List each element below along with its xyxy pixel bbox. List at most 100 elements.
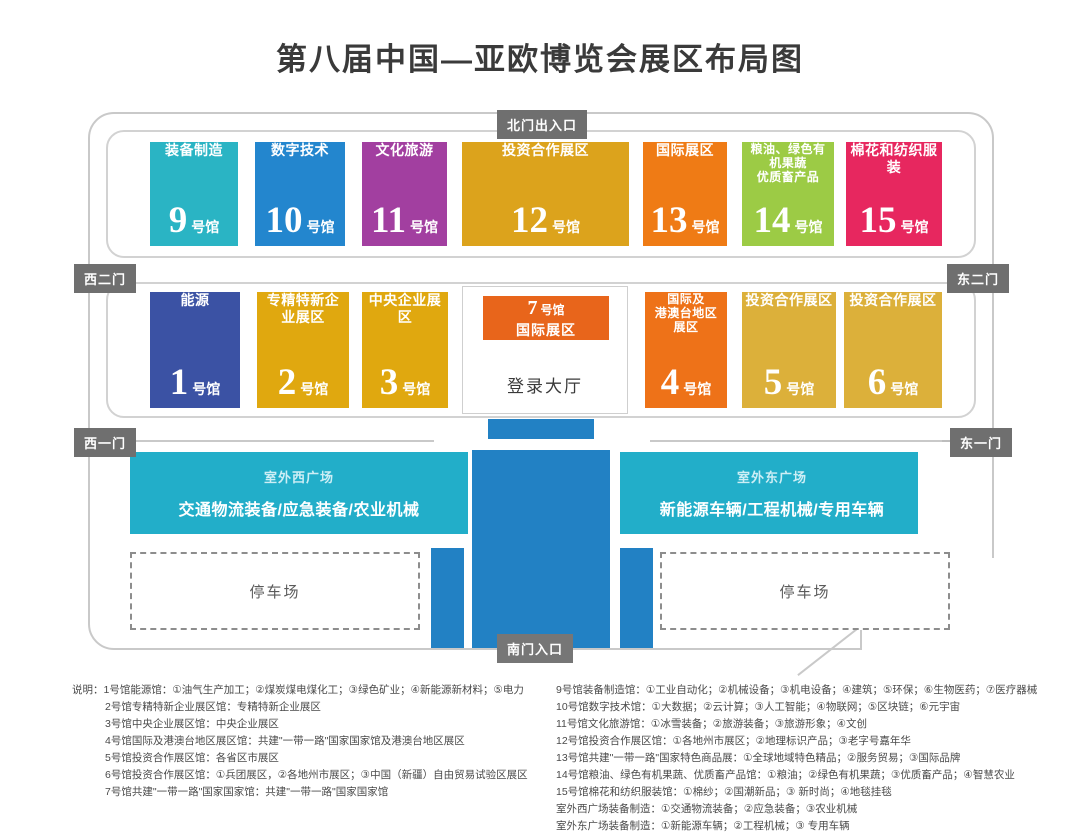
south-strip-west [431,548,464,648]
plaza-west-categories: 交通物流装备/应急装备/农业机械 [178,501,420,519]
hall-1[interactable]: 能源 1 号馆 [150,292,240,408]
venue-divider-east [650,440,994,442]
hall-6-name-wrap: 投资合作展区 [844,292,942,365]
hall-10-unit: 号馆 [306,218,335,235]
hall-5-name: 投资合作展区 [745,292,833,308]
hall-1-name: 能源 [180,292,210,308]
legend-right-line-1: 9号馆装备制造馆：①工业自动化；②机械设备；③机电设备；④建筑；⑤环保；⑥生物医… [556,684,1038,696]
hall-1-name-wrap: 能源 [150,292,240,365]
hall-3[interactable]: 中央企业展区 3 号馆 [362,292,448,408]
south-central-hall [472,450,610,648]
hall-10[interactable]: 数字技术 10 号馆 [255,142,345,246]
legend-left-line-7: 7号馆共建"一带一路"国家国家馆：共建"一带一路"国家国家馆 [105,786,389,798]
hall-3-name-wrap: 中央企业展区 [362,292,448,365]
hall-4-name: 国际及 港澳台地区 展区 [654,292,718,335]
hall-7-number: 7 [527,296,538,319]
registration-lobby-block: 7 号馆 国际展区 登录大厅 [462,286,628,414]
hall-1-unit: 号馆 [192,380,221,397]
parking-lot-west: 停车场 [130,552,420,630]
hall-12-name-wrap: 投资合作展区 [462,142,629,203]
hall-1-number: 1 [169,361,189,403]
hall-14-number-line: 14 号馆 [753,199,823,241]
venue-divider-west [90,440,434,442]
hall-2-unit: 号馆 [300,380,329,397]
hall-9-name: 装备制造 [165,142,223,158]
hall-5-number-line: 5 号馆 [763,361,815,403]
hall-10-name: 数字技术 [271,142,329,158]
hall-6[interactable]: 投资合作展区 6 号馆 [844,292,942,408]
outdoor-plaza-west[interactable]: 室外西广场 交通物流装备/应急装备/农业机械 [130,452,468,534]
hall-2-number: 2 [277,361,297,403]
plaza-east-categories: 新能源车辆/工程机械/专用车辆 [659,501,885,519]
hall-13-number: 13 [650,199,688,241]
outdoor-plaza-east[interactable]: 室外东广场 新能源车辆/工程机械/专用车辆 [626,452,918,534]
hall-7-name: 国际展区 [516,321,576,338]
hall-4-unit: 号馆 [683,380,712,397]
legend-left-line-4: 4号馆国际及港澳台地区展区馆：共建"一带一路"国家国家馆及港澳台地区展区 [105,735,465,747]
hall-6-unit: 号馆 [890,380,919,397]
hall-10-number-line: 10 号馆 [266,202,335,239]
hall-6-name: 投资合作展区 [849,292,937,308]
hall-3-unit: 号馆 [402,380,431,397]
hall-14[interactable]: 粮油、绿色有机果蔬 优质畜产品 14 号馆 [742,142,834,246]
hall-1-number-line: 1 号馆 [169,361,221,403]
hall-14-unit: 号馆 [794,218,823,235]
hall-3-number: 3 [379,361,399,403]
hall-6-number: 6 [867,361,887,403]
gate-west-1[interactable]: 西一门 [74,428,137,457]
hall-10-name-wrap: 数字技术 [255,142,345,203]
hall-13[interactable]: 国际展区 13 号馆 [643,142,727,246]
hall-7-unit: 号馆 [540,302,565,317]
hall-7[interactable]: 7 号馆 国际展区 [483,296,609,340]
legend-right-line-9: 室外东广场装备制造：①新能源车辆；②工程机械；③ 专用车辆 [556,820,850,832]
hall-14-number: 14 [753,199,791,241]
hall-13-number-line: 13 号馆 [650,199,720,241]
hall-9[interactable]: 装备制造 9 号馆 [150,142,238,246]
gate-west-2[interactable]: 西二门 [74,264,137,293]
legend-right: 9号馆装备制造馆：①工业自动化；②机械设备；③机电设备；④建筑；⑤环保；⑥生物医… [556,682,1037,835]
hall-11[interactable]: 文化旅游 11 号馆 [362,142,447,246]
hall-2[interactable]: 专精特新企业展区 2 号馆 [257,292,349,408]
hall-9-unit: 号馆 [191,218,220,235]
legend-right-line-7: 15号馆棉花和纺织服装馆：①棉纱；②国潮新品；③ 新时尚；④地毯挂毯 [556,786,892,798]
gate-east-2[interactable]: 东二门 [947,264,1010,293]
legend-left-line-1: 说明：1号馆能源馆：①油气生产加工；②煤炭煤电煤化工；③绿色矿业；④新能源新材料… [72,684,524,696]
hall-15-name-wrap: 棉花和纺织服装 [846,142,942,203]
legend-right-line-4: 12号馆投资合作展区馆：①各地州市展区；②地理标识产品；③老字号嘉年华 [556,735,911,747]
hall-4[interactable]: 国际及 港澳台地区 展区 4 号馆 [645,292,727,408]
hall-15[interactable]: 棉花和纺织服装 15 号馆 [846,142,942,246]
legend-left-line-5: 5号馆投资合作展区馆：各省区市展区 [105,752,279,764]
hall-13-name-wrap: 国际展区 [643,142,727,203]
hall-4-number-line: 4 号馆 [660,361,712,403]
central-corridor [488,419,594,439]
hall-12-name: 投资合作展区 [502,142,589,158]
hall-11-name: 文化旅游 [375,142,434,158]
registration-lobby-label: 登录大厅 [507,377,583,396]
hall-4-number: 4 [660,361,680,403]
hall-6-number-line: 6 号馆 [867,361,919,403]
legend-right-line-2: 10号馆数字技术馆：①大数据；②云计算；③人工智能；④物联网；⑤区块链；⑥元宇宙 [556,701,961,713]
gate-north[interactable]: 北门出入口 [497,110,588,139]
hall-3-name: 中央企业展区 [368,292,442,325]
gate-east-1[interactable]: 东一门 [950,428,1013,457]
hall-11-name-wrap: 文化旅游 [362,142,447,203]
hall-5-number: 5 [763,361,783,403]
legend-left-line-2: 2号馆专精特新企业展区馆：专精特新企业展区 [105,701,321,713]
legend-right-line-3: 11号馆文化旅游馆：①冰雪装备；②旅游装备；③旅游形象；④文创 [556,718,868,730]
plaza-west-title: 室外西广场 [263,469,334,485]
hall-12-unit: 号馆 [552,218,580,235]
hall-14-name: 粮油、绿色有机果蔬 优质畜产品 [750,142,826,185]
legend-right-line-5: 13号馆共建"一带一路"国家特色商品展：①全球地域特色精品；②服务贸易；③国际品… [556,752,961,764]
hall-15-number: 15 [859,199,897,241]
hall-11-number: 11 [371,199,406,241]
hall-12[interactable]: 投资合作展区 12 号馆 [462,142,629,246]
legend-left-line-6: 6号馆投资合作展区馆：①兵团展区，②各地州市展区；③中国（新疆）自由贸易试验区展… [105,769,528,781]
hall-11-number-line: 11 号馆 [371,199,438,241]
parking-lot-east: 停车场 [660,552,950,630]
hall-14-name-wrap: 粮油、绿色有机果蔬 优质畜产品 [742,142,834,203]
gate-south[interactable]: 南门入口 [497,634,574,663]
plaza-east-title: 室外东广场 [736,469,807,485]
hall-5[interactable]: 投资合作展区 5 号馆 [742,292,836,408]
hall-4-name-wrap: 国际及 港澳台地区 展区 [645,292,727,365]
hall-13-unit: 号馆 [691,218,720,235]
